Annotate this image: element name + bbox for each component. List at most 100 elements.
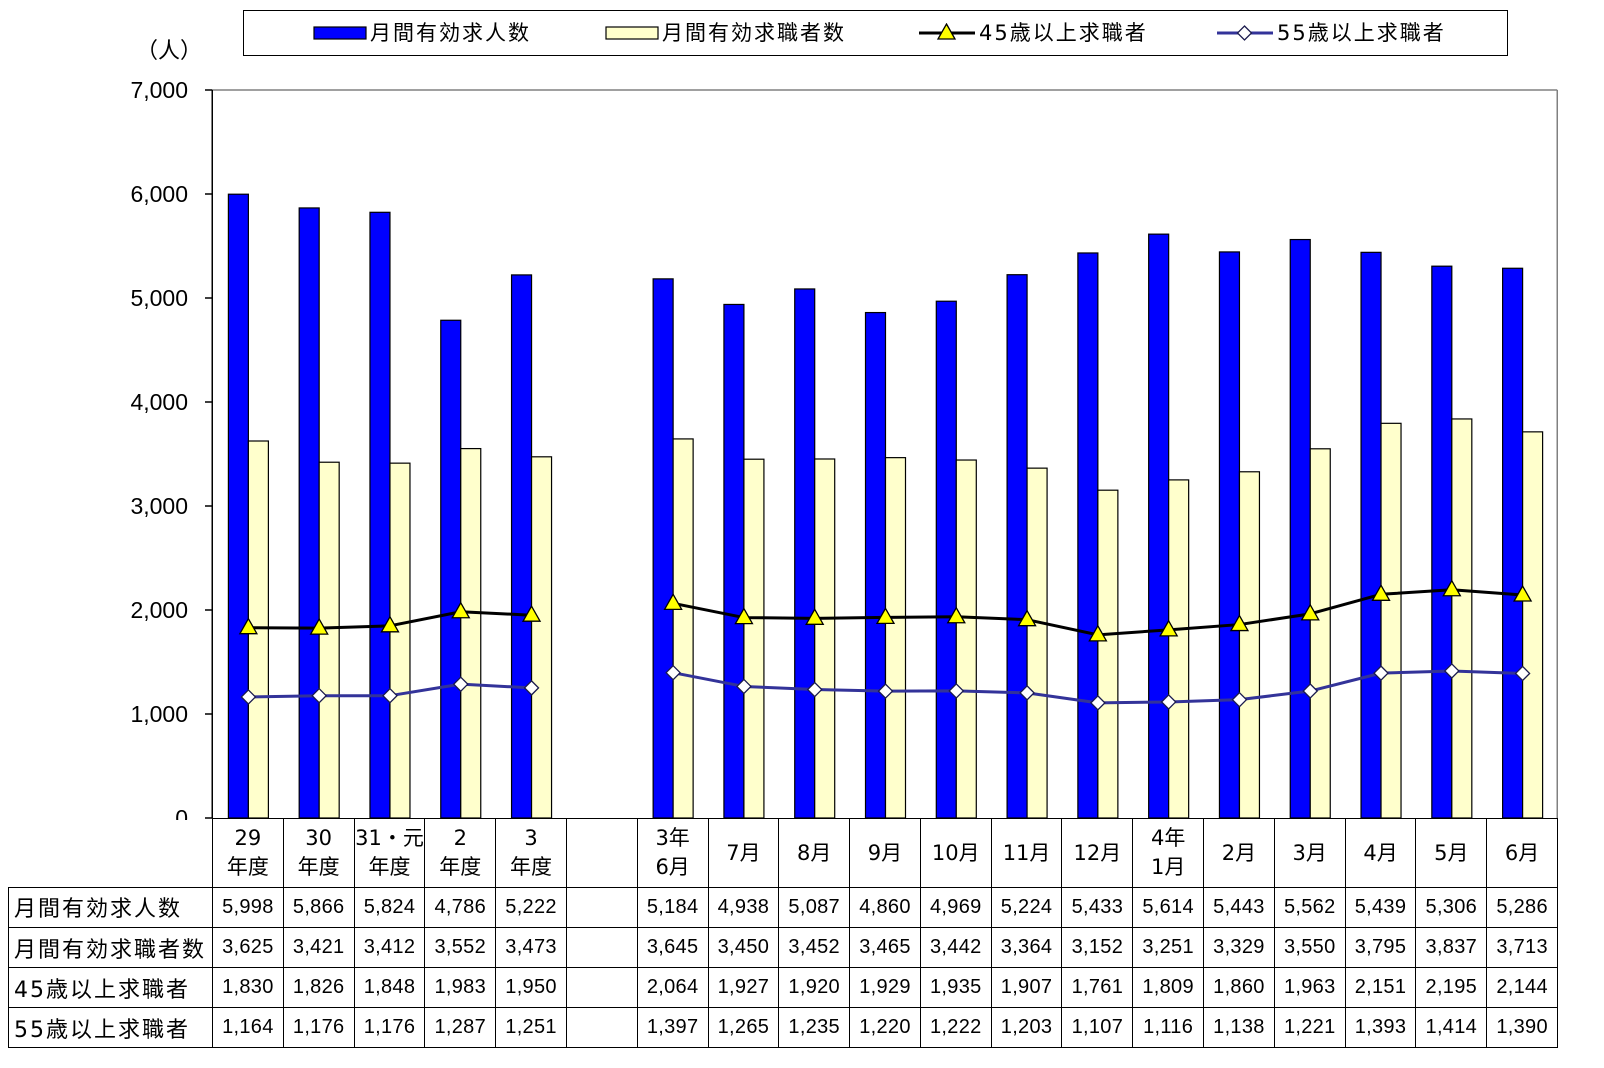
bar-job-openings — [1218, 251, 1241, 819]
table-cell-job-seekers: 3,465 — [850, 928, 921, 968]
table-cell-seekers-55plus: 1,221 — [1274, 1008, 1346, 1048]
table-header-cell: 4月 — [1345, 818, 1417, 888]
table-header-cell: 30 年度 — [283, 818, 355, 888]
legend-item-job-openings: 月間有効求人数 — [313, 11, 531, 55]
table-cell-job-openings: 4,860 — [850, 888, 921, 928]
table-header-cell: 4年 1月 — [1133, 818, 1205, 888]
table-cell-job-openings: 5,306 — [1416, 888, 1488, 928]
table-cell-job-seekers: 3,452 — [779, 928, 851, 968]
marker-seekers-55plus — [948, 682, 965, 699]
table-cell-job-seekers: 3,442 — [920, 928, 992, 968]
table-cell-seekers-55plus: 1,203 — [991, 1008, 1063, 1048]
table-cell-job-openings: 5,562 — [1274, 888, 1346, 928]
legend-swatch-seekers-55plus — [1217, 25, 1273, 41]
table-cell-seekers-45plus: 1,848 — [354, 968, 426, 1008]
table-row-label-seekers-55plus: 55歳以上求職者 — [8, 1008, 213, 1048]
table-cell-seekers-55plus: 1,235 — [779, 1008, 851, 1048]
table-cell-job-openings: 5,286 — [1487, 888, 1558, 928]
table-cell-job-seekers: 3,550 — [1274, 928, 1346, 968]
marker-seekers-55plus — [452, 676, 469, 693]
table-cell-seekers-55plus: 1,397 — [637, 1008, 709, 1048]
bar-job-seekers — [672, 438, 694, 819]
table-header-cell: 9月 — [850, 818, 921, 888]
bar-job-openings — [652, 278, 674, 819]
table-cell-job-seekers: 3,473 — [496, 928, 567, 968]
marker-seekers-45plus — [309, 617, 329, 635]
marker-seekers-55plus — [806, 681, 823, 698]
table-row-label-seekers-45plus: 45歳以上求職者 — [8, 968, 213, 1008]
table-cell-job-seekers: 3,421 — [283, 928, 355, 968]
bar-job-openings — [1148, 233, 1170, 819]
bar-job-openings — [1289, 238, 1311, 819]
marker-seekers-45plus — [946, 606, 966, 624]
marker-seekers-55plus — [1231, 691, 1248, 708]
table-header-cell: 11月 — [991, 818, 1063, 888]
marker-seekers-55plus — [240, 689, 257, 705]
table-header-cell: 3 年度 — [496, 818, 567, 888]
table-cell-seekers-45plus: 2,144 — [1487, 968, 1558, 1008]
bar-job-seekers — [955, 459, 977, 819]
table-cell-seekers-55plus: 1,414 — [1416, 1008, 1488, 1048]
bar-job-seekers — [1309, 448, 1331, 819]
bar-job-openings — [510, 274, 533, 819]
table-cell-seekers-55plus — [566, 1008, 638, 1048]
bar-job-openings — [227, 193, 249, 819]
bar-job-openings — [440, 319, 462, 819]
table-cell-seekers-45plus: 1,929 — [850, 968, 921, 1008]
table-cell-job-seekers: 3,552 — [425, 928, 497, 968]
bar-job-openings — [723, 303, 745, 819]
bar-job-openings — [864, 311, 887, 819]
table-row-label-job-openings: 月間有効求人数 — [8, 886, 213, 928]
bar-job-seekers — [743, 458, 765, 819]
legend-marker-seekers-45plus — [936, 23, 957, 40]
table-header-cell: 7月 — [708, 818, 780, 888]
marker-seekers-55plus — [1443, 663, 1460, 679]
table-cell-seekers-45plus: 1,950 — [496, 968, 567, 1008]
table-cell-job-openings: 5,433 — [1062, 888, 1134, 928]
bar-job-seekers — [1097, 489, 1119, 819]
table-corner — [8, 818, 213, 888]
table-cell-job-seekers — [566, 928, 638, 968]
legend-label-job-openings: 月間有効求人数 — [370, 20, 531, 45]
bar-job-seekers — [884, 457, 907, 819]
marker-seekers-45plus — [1300, 603, 1320, 621]
marker-seekers-55plus — [311, 687, 328, 704]
marker-seekers-45plus — [238, 617, 259, 635]
marker-seekers-45plus — [521, 604, 542, 622]
table-cell-seekers-55plus: 1,222 — [920, 1008, 992, 1048]
table-cell-seekers-55plus: 1,164 — [213, 1008, 284, 1048]
legend-item-job-seekers: 月間有効求職者数 — [605, 11, 846, 55]
bar-job-openings — [794, 288, 816, 819]
marker-seekers-45plus — [1159, 619, 1179, 637]
marker-seekers-45plus — [805, 608, 825, 625]
table-cell-seekers-45plus: 2,151 — [1345, 968, 1417, 1008]
table-cell-job-seekers: 3,837 — [1416, 928, 1488, 968]
marker-seekers-55plus — [523, 679, 540, 696]
marker-seekers-45plus — [734, 607, 754, 625]
bar-job-seekers — [318, 461, 340, 819]
table-cell-job-openings: 5,443 — [1204, 888, 1275, 928]
table-cell-job-openings: 5,824 — [354, 888, 426, 928]
table-header-cell — [566, 818, 638, 888]
table-cell-seekers-55plus: 1,390 — [1487, 1008, 1558, 1048]
y-tick-label: 7,000 — [130, 77, 188, 103]
bar-job-openings — [1360, 251, 1382, 819]
marker-seekers-55plus — [1019, 684, 1035, 701]
marker-seekers-45plus — [451, 601, 471, 619]
table-header-cell: 29 年度 — [213, 818, 284, 888]
y-tick-label: 0 — [175, 805, 188, 820]
bar-job-seekers — [1522, 431, 1544, 819]
marker-seekers-45plus — [1229, 614, 1250, 632]
y-tick-label: 5,000 — [130, 285, 188, 311]
legend-bar-swatch-job-seekers — [605, 26, 659, 40]
marker-seekers-55plus — [1160, 694, 1177, 710]
table-header-cell: 8月 — [779, 818, 851, 888]
bar-job-openings — [298, 207, 320, 819]
marker-seekers-45plus — [380, 615, 400, 633]
marker-seekers-45plus — [1017, 609, 1037, 627]
table-cell-seekers-45plus: 1,809 — [1133, 968, 1205, 1008]
bar-job-seekers — [1380, 422, 1402, 819]
legend-label-job-seekers: 月間有効求職者数 — [662, 20, 846, 45]
table-cell-job-openings: 4,938 — [708, 888, 780, 928]
marker-seekers-45plus — [1088, 624, 1108, 642]
